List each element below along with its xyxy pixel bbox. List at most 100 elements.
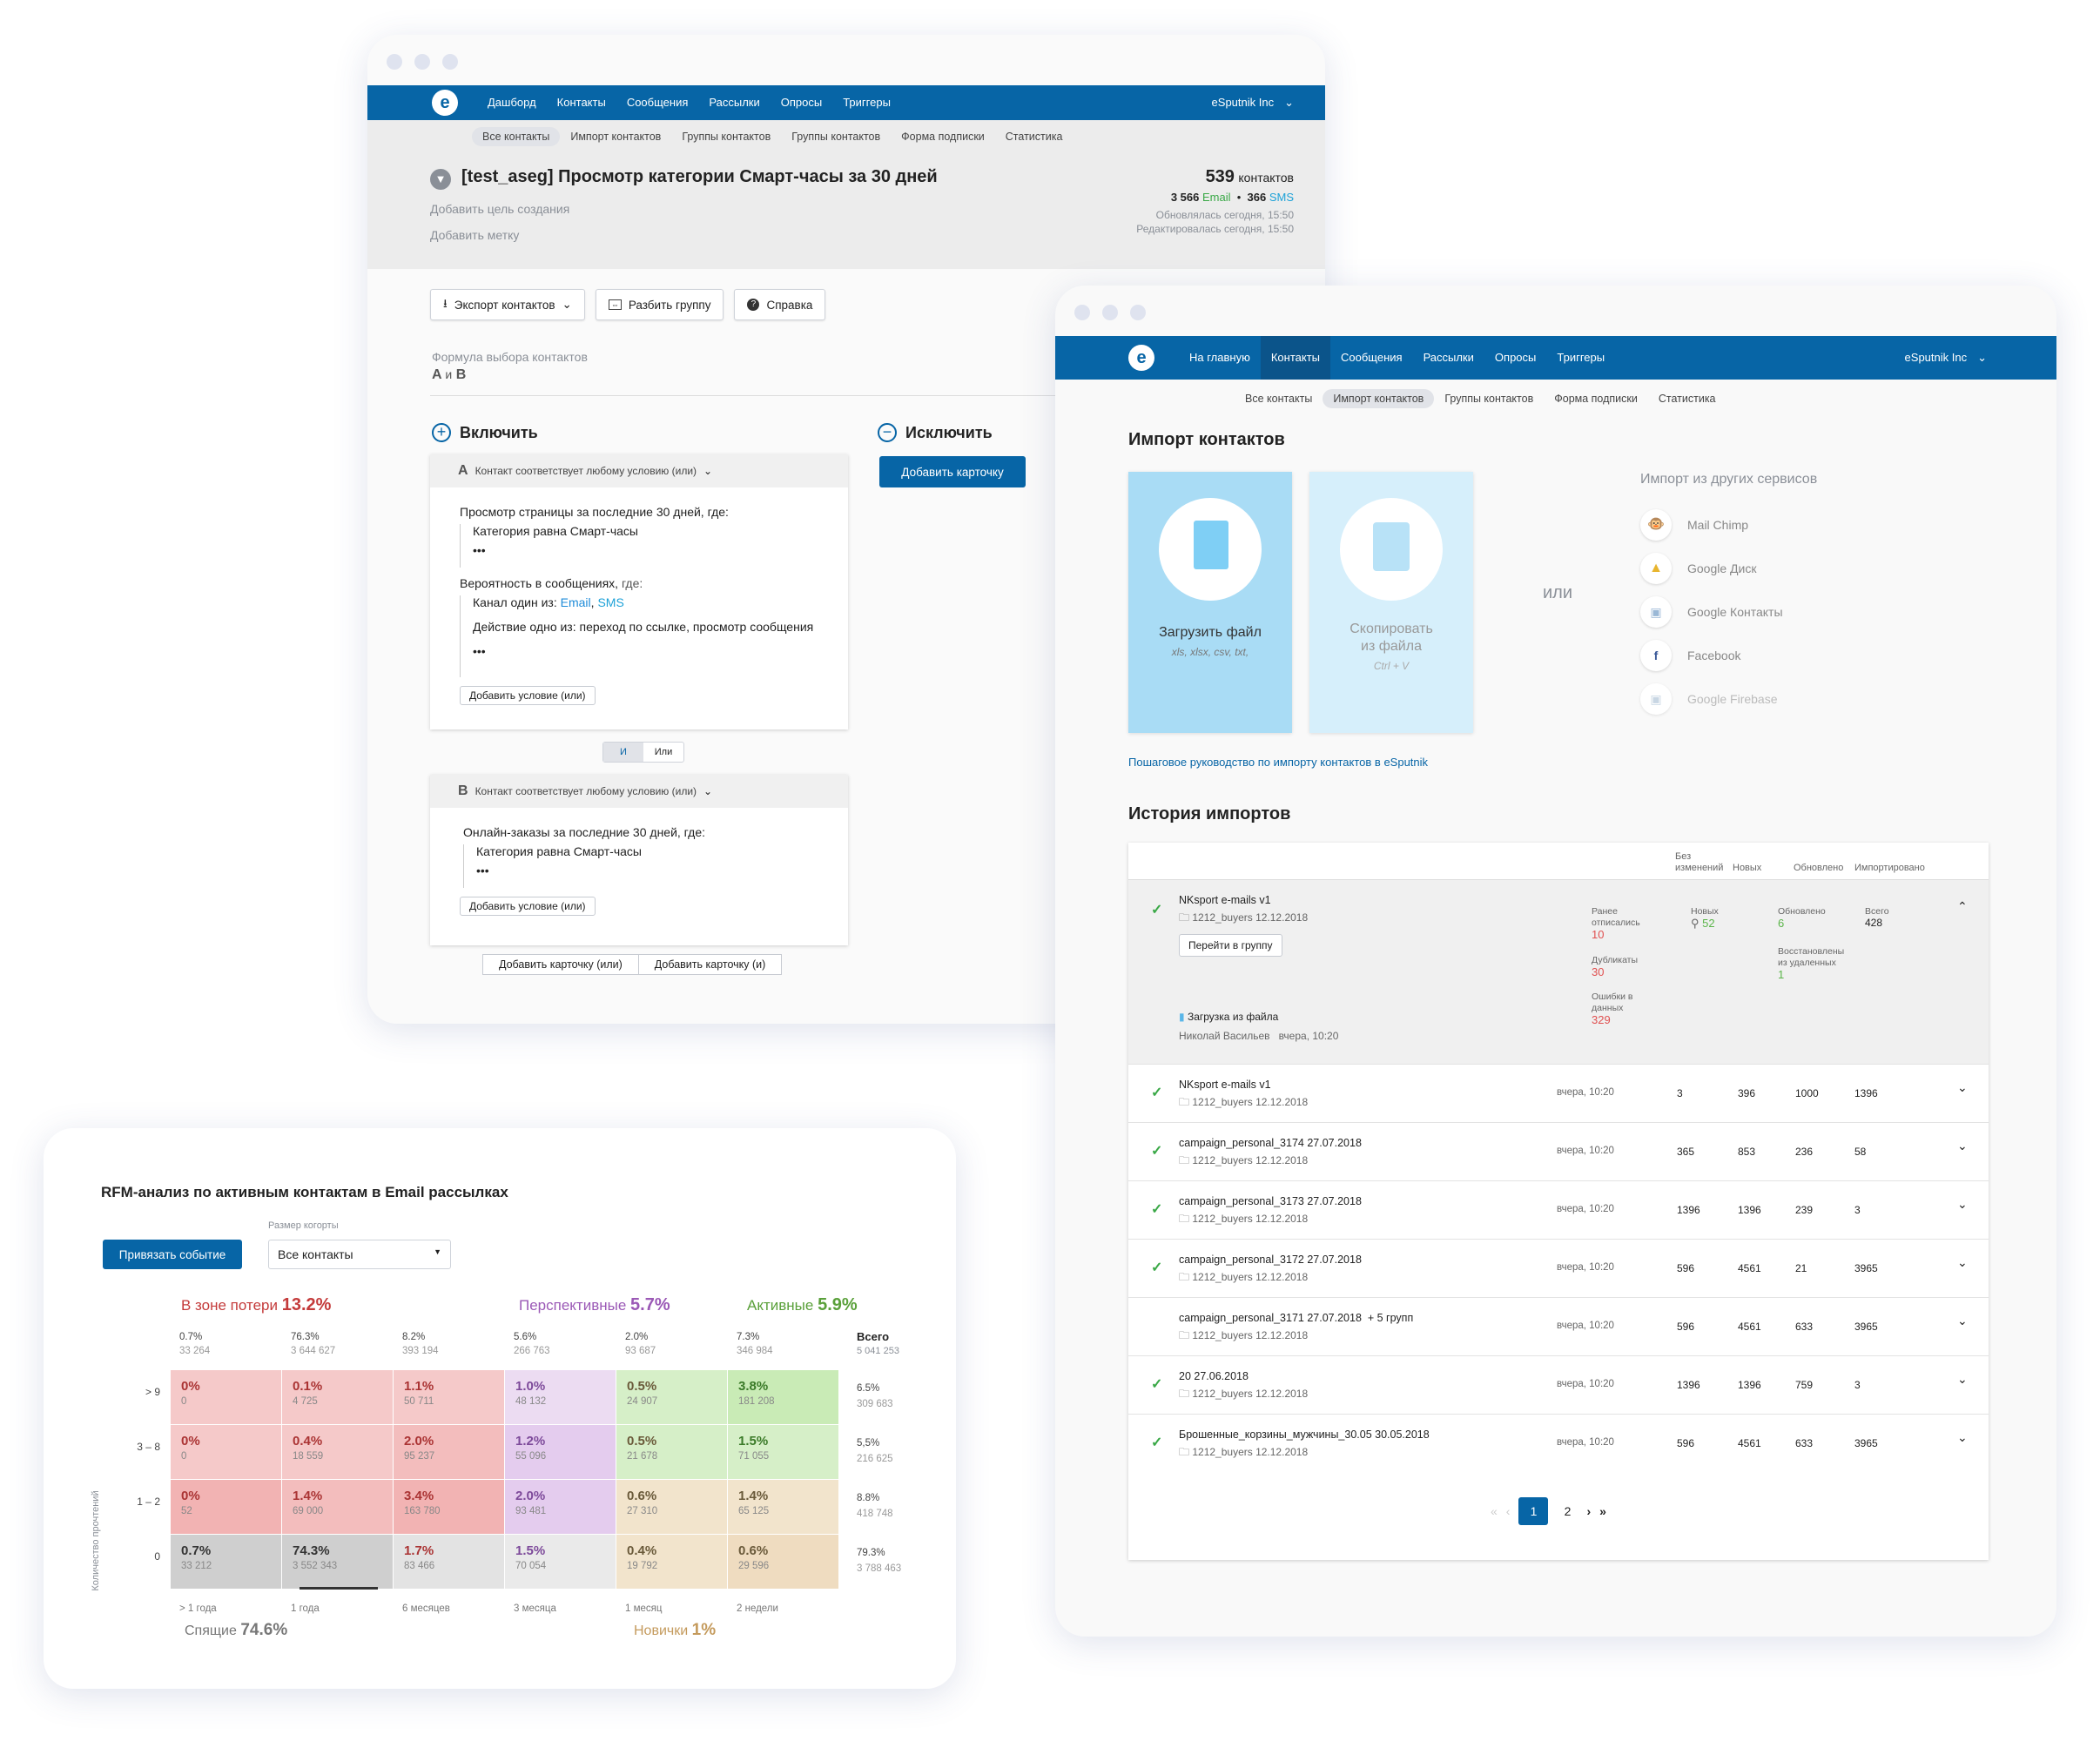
chevron-down-icon[interactable]: ⌄ — [1957, 1372, 1968, 1386]
esputnik-logo[interactable]: e — [1128, 345, 1154, 371]
card-a-header[interactable]: A Контакт соответствует любому условию (… — [430, 454, 848, 487]
service-facebook[interactable]: f Facebook — [1640, 634, 1783, 677]
nav-mailings[interactable]: Рассылки — [1423, 351, 1474, 364]
tab-stats[interactable]: Статистика — [1005, 131, 1063, 143]
last-page-icon[interactable]: » — [1599, 1504, 1606, 1518]
rfm-cell[interactable]: 2.0% 93 481 — [505, 1480, 616, 1534]
add-goal-link[interactable]: Добавить цель создания — [430, 202, 570, 216]
ellipsis[interactable]: ••• — [473, 644, 486, 658]
rfm-cell[interactable]: 1.2% 55 096 — [505, 1425, 616, 1479]
tab-all-contacts[interactable]: Все контакты — [1245, 393, 1313, 405]
nav-contacts[interactable]: Контакты — [1260, 336, 1330, 380]
import-row[interactable]: ✓ campaign_personal_3173 27.07.2018 🗀 121… — [1128, 1180, 1989, 1239]
nav-surveys[interactable]: Опросы — [780, 96, 823, 109]
service-firebase[interactable]: ▣ Google Firebase — [1640, 677, 1783, 721]
rfm-cell[interactable]: 0.5% 24 907 — [616, 1370, 727, 1424]
prev-page-icon[interactable]: ‹ — [1505, 1504, 1511, 1518]
org-menu[interactable]: eSputnik Inc ⌄ — [1905, 336, 1987, 380]
chevron-down-icon[interactable]: ⌄ — [1957, 1314, 1968, 1328]
nav-triggers[interactable]: Триггеры — [843, 96, 891, 109]
nav-triggers[interactable]: Триггеры — [1557, 351, 1605, 364]
rfm-cell[interactable]: 0.5% 21 678 — [616, 1425, 727, 1479]
chevron-down-icon[interactable]: ⌄ — [1957, 1197, 1968, 1211]
tab-groups[interactable]: Группы контактов — [682, 131, 771, 143]
toggle-or[interactable]: Или — [654, 747, 673, 757]
nav-mailings[interactable]: Рассылки — [709, 96, 760, 109]
nav-contacts[interactable]: Контакты — [556, 96, 606, 109]
minus-circle-icon[interactable]: − — [878, 423, 897, 442]
rfm-cell[interactable]: 1.4% 65 125 — [728, 1480, 838, 1534]
tab-groups[interactable]: Группы контактов — [1444, 393, 1534, 405]
chevron-down-icon[interactable]: ⌄ — [1957, 1430, 1968, 1444]
add-card-button[interactable]: Добавить карточку — [879, 456, 1026, 487]
tab-import[interactable]: Импорт контактов — [1323, 389, 1435, 408]
tab-all-contacts[interactable]: Все контакты — [472, 127, 561, 146]
service-google-drive[interactable]: ▲ Google Диск — [1640, 547, 1783, 590]
nav-dashboard[interactable]: Дашборд — [488, 96, 536, 109]
rfm-cell[interactable]: 1.7% 83 466 — [394, 1535, 504, 1589]
expanded-import-row[interactable]: ✓ NKsport e-mails v1 🗀 1212_buyers 12.12… — [1128, 879, 1989, 1064]
org-menu[interactable]: eSputnik Inc ⌄ — [1212, 85, 1294, 120]
import-row[interactable]: ✓ 20 27.06.2018 🗀 1212_buyers 12.12.2018 в… — [1128, 1355, 1989, 1414]
ellipsis[interactable]: ••• — [473, 543, 486, 557]
import-row[interactable]: ✓ Брошенные_корзины_мужчины_30.05 30.05.2… — [1128, 1414, 1989, 1472]
esputnik-logo[interactable]: e — [432, 90, 458, 116]
rfm-cell[interactable]: 0.1% 4 725 — [282, 1370, 393, 1424]
tab-form[interactable]: Форма подписки — [1554, 393, 1638, 405]
upload-file-tile[interactable]: Загрузить файл xls, xlsx, csv, txt, — [1128, 472, 1292, 733]
chevron-up-icon[interactable]: ⌃ — [1957, 899, 1968, 913]
rfm-cell[interactable]: 0.6% 27 310 — [616, 1480, 727, 1534]
import-row[interactable]: ✓ NKsport e-mails v1 🗀 1212_buyers 12.12.… — [1128, 1064, 1989, 1122]
chevron-down-icon[interactable]: ⌄ — [1957, 1080, 1968, 1094]
rfm-cell[interactable]: 0.6% 29 596 — [728, 1535, 838, 1589]
rfm-cell[interactable]: 1.5% 70 054 — [505, 1535, 616, 1589]
rfm-cell[interactable]: 0.4% 18 559 — [282, 1425, 393, 1479]
rfm-cell[interactable]: 0.7% 33 212 — [171, 1535, 281, 1589]
tab-groups-2[interactable]: Группы контактов — [791, 131, 881, 143]
first-page-icon[interactable]: « — [1491, 1504, 1498, 1518]
import-guide-link[interactable]: Пошаговое руководство по импорту контакт… — [1128, 756, 1429, 769]
rfm-cell[interactable]: 2.0% 95 237 — [394, 1425, 504, 1479]
chevron-down-icon[interactable]: ⌄ — [1957, 1139, 1968, 1153]
paste-from-file-tile[interactable]: Скопировать из файла Ctrl + V — [1309, 472, 1473, 733]
rfm-cell[interactable]: 0.4% 19 792 — [616, 1535, 727, 1589]
card-b-header[interactable]: B Контакт соответствует любому условию (… — [430, 775, 848, 808]
service-google-contacts[interactable]: ▣ Google Контакты — [1640, 590, 1783, 634]
add-card-or-button[interactable]: Добавить карточку (или) — [482, 954, 639, 975]
add-card-and-button[interactable]: Добавить карточку (и) — [638, 954, 783, 975]
nav-messages[interactable]: Сообщения — [626, 96, 689, 109]
import-row[interactable]: ✓ campaign_personal_3172 27.07.2018 🗀 121… — [1128, 1239, 1989, 1297]
rfm-cell[interactable]: 0% 0 — [171, 1425, 281, 1479]
plus-circle-icon[interactable]: + — [432, 423, 451, 442]
rfm-cell[interactable]: 3.4% 163 780 — [394, 1480, 504, 1534]
rfm-cell[interactable]: 1.1% 50 711 — [394, 1370, 504, 1424]
ellipsis[interactable]: ••• — [476, 864, 489, 877]
rfm-cell[interactable]: 1.4% 69 000 — [282, 1480, 393, 1534]
rfm-cell[interactable]: 3.8% 181 208 — [728, 1370, 838, 1424]
service-mailchimp[interactable]: 🐵 Mail Chimp — [1640, 503, 1783, 547]
rfm-cell[interactable]: 0% 52 — [171, 1480, 281, 1534]
tab-stats[interactable]: Статистика — [1658, 393, 1716, 405]
nav-messages[interactable]: Сообщения — [1341, 351, 1403, 364]
import-row[interactable]: ✓ campaign_personal_3174 27.07.2018 🗀 121… — [1128, 1122, 1989, 1180]
bind-event-button[interactable]: Привязать событие — [103, 1240, 242, 1269]
rfm-cell[interactable]: 74.3% 3 552 343 — [282, 1535, 393, 1589]
help-button[interactable]: ? Справка — [734, 289, 826, 320]
next-page-icon[interactable]: › — [1586, 1504, 1592, 1518]
rfm-cell[interactable]: 1.5% 71 055 — [728, 1425, 838, 1479]
add-tag-link[interactable]: Добавить метку — [430, 228, 520, 242]
add-condition-button[interactable]: Добавить условие (или) — [460, 686, 596, 705]
go-to-group-button[interactable]: Перейти в группу — [1179, 934, 1282, 957]
rfm-cell[interactable]: 0% 0 — [171, 1370, 281, 1424]
export-button[interactable]: ⭳ Экспорт контактов ⌄ — [430, 289, 585, 320]
tab-form[interactable]: Форма подписки — [901, 131, 985, 143]
page-2[interactable]: 2 — [1564, 1504, 1572, 1518]
split-group-button[interactable]: ⇔ Разбить группу — [595, 289, 724, 320]
toggle-and[interactable]: И — [603, 743, 643, 762]
tab-import[interactable]: Импорт контактов — [570, 131, 662, 143]
page-1[interactable]: 1 — [1518, 1497, 1549, 1525]
add-condition-button[interactable]: Добавить условие (или) — [460, 897, 596, 916]
user-search-icon[interactable]: ⚲ — [1691, 917, 1700, 930]
nav-home[interactable]: На главную — [1189, 351, 1250, 364]
chevron-down-icon[interactable]: ⌄ — [1957, 1255, 1968, 1269]
